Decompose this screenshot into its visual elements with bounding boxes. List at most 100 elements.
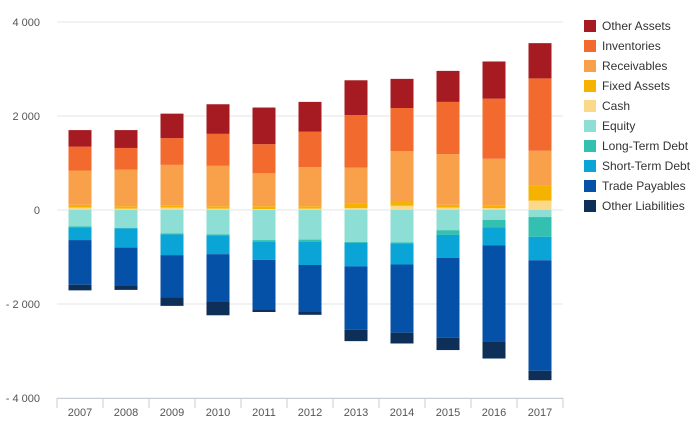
bar-segment bbox=[68, 130, 92, 147]
bar-segment bbox=[160, 138, 184, 165]
bar-segment bbox=[206, 210, 230, 235]
bar-segment bbox=[528, 370, 552, 381]
bar-segment bbox=[206, 165, 230, 207]
bar-segment bbox=[344, 167, 368, 204]
x-tick-label: 2012 bbox=[298, 407, 322, 419]
x-tick-label: 2007 bbox=[68, 407, 92, 419]
y-tick-label: - 4 000 bbox=[6, 393, 40, 405]
x-tick-label: 2014 bbox=[390, 407, 414, 419]
legend-swatch bbox=[584, 160, 596, 172]
bar-segment bbox=[528, 217, 552, 237]
legend-label: Trade Payables bbox=[602, 179, 686, 193]
bar-segment bbox=[206, 235, 230, 255]
legend-label: Inventories bbox=[602, 39, 661, 53]
bar-segment bbox=[298, 239, 322, 242]
bar-segment bbox=[252, 309, 276, 312]
bar-segment bbox=[114, 228, 138, 248]
legend-label: Long-Term Debt bbox=[602, 139, 689, 153]
legend-label: Fixed Assets bbox=[602, 79, 670, 93]
bar-segment bbox=[344, 241, 368, 243]
legend-swatch bbox=[584, 20, 596, 32]
bar-segment bbox=[528, 150, 552, 186]
bar-segment bbox=[206, 104, 230, 134]
legend-swatch bbox=[584, 60, 596, 72]
bar-segment bbox=[68, 146, 92, 171]
bar-segment bbox=[252, 241, 276, 260]
bar-segment bbox=[528, 43, 552, 79]
bar-segment bbox=[528, 200, 552, 210]
bar-segment bbox=[482, 210, 506, 220]
x-tick-label: 2009 bbox=[160, 407, 184, 419]
bar-segment bbox=[344, 80, 368, 116]
bar-segment bbox=[68, 240, 92, 285]
bar-segment bbox=[160, 205, 184, 208]
bar-segment bbox=[344, 115, 368, 168]
bar-segment bbox=[206, 254, 230, 302]
legend-swatch bbox=[584, 80, 596, 92]
legend-label: Short-Term Debt bbox=[602, 159, 691, 173]
bar-segment bbox=[206, 234, 230, 236]
x-tick-label: 2013 bbox=[344, 407, 368, 419]
x-tick-label: 2015 bbox=[436, 407, 460, 419]
bar-segment bbox=[482, 245, 506, 342]
bar-segment bbox=[436, 230, 460, 235]
bar-segment bbox=[252, 206, 276, 210]
legend-label: Cash bbox=[602, 99, 630, 113]
bar-segment bbox=[344, 210, 368, 242]
bar-segment bbox=[68, 170, 92, 205]
bar-segment bbox=[390, 205, 414, 210]
bar-segment bbox=[160, 233, 184, 235]
bar-segment bbox=[68, 284, 92, 291]
bar-segment bbox=[528, 260, 552, 371]
bar-segment bbox=[114, 147, 138, 170]
bar-segment bbox=[68, 207, 92, 210]
bar-segment bbox=[206, 208, 230, 210]
bar-segment bbox=[482, 205, 506, 209]
bar-segment bbox=[298, 131, 322, 168]
bar-segment bbox=[482, 98, 506, 159]
legend-label: Equity bbox=[602, 119, 635, 133]
y-tick-label: 4 000 bbox=[12, 17, 40, 29]
bar-segment bbox=[482, 158, 506, 206]
bar-segment bbox=[252, 240, 276, 242]
bar-segment bbox=[390, 202, 414, 206]
bar-segment bbox=[390, 210, 414, 243]
bar-segment bbox=[68, 210, 92, 227]
bar-segment bbox=[160, 234, 184, 256]
bar-segment bbox=[206, 301, 230, 316]
bar-segment bbox=[160, 297, 184, 306]
y-tick-label: 2 000 bbox=[12, 111, 40, 123]
bar-segment bbox=[252, 107, 276, 145]
bar-segment bbox=[436, 154, 460, 205]
x-axis: 2007 2008 2009 2010 2011 2012 2013 2014 2015 2016… bbox=[56, 398, 564, 419]
bar-segment bbox=[482, 219, 506, 228]
bar-segment bbox=[160, 113, 184, 139]
bar-segment bbox=[344, 329, 368, 342]
bar-segment bbox=[252, 173, 276, 207]
bar-segment bbox=[206, 206, 230, 209]
legend-swatch bbox=[584, 180, 596, 192]
bar-segment bbox=[390, 264, 414, 333]
legend: Other Assets Inventories Receivables Fixed … bbox=[584, 19, 691, 213]
bar-segment bbox=[390, 108, 414, 152]
legend-swatch bbox=[584, 40, 596, 52]
bars bbox=[68, 43, 552, 381]
bar-segment bbox=[390, 242, 414, 244]
bar-segment bbox=[114, 130, 138, 148]
bar-segment bbox=[252, 210, 276, 241]
bar-segment bbox=[528, 210, 552, 218]
bar-segment bbox=[252, 144, 276, 174]
bar-segment bbox=[390, 78, 414, 109]
bar-segment bbox=[298, 264, 322, 312]
bar-segment bbox=[160, 210, 184, 234]
legend-label: Other Assets bbox=[602, 19, 671, 33]
bar-segment bbox=[68, 227, 92, 241]
bar-segment bbox=[528, 236, 552, 261]
bar-segment bbox=[482, 208, 506, 210]
bar-segment bbox=[252, 259, 276, 310]
bar-segment bbox=[114, 206, 138, 209]
legend-swatch bbox=[584, 140, 596, 152]
bar-segment bbox=[436, 101, 460, 155]
